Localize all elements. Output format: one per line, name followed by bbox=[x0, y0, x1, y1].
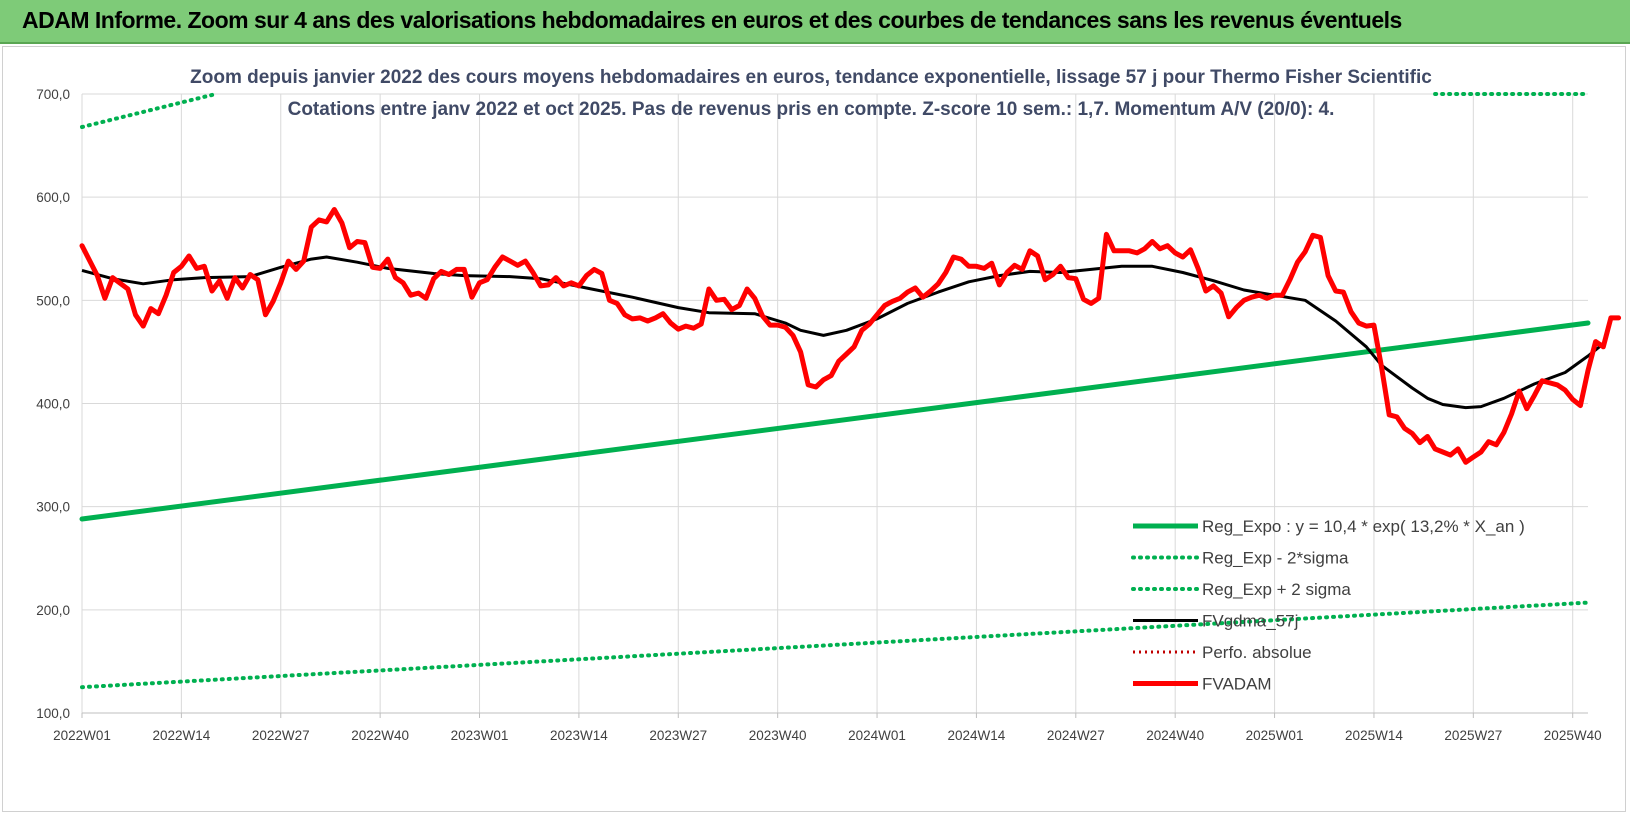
series-reg-expo bbox=[79, 320, 1591, 522]
legend-label: FVADAM bbox=[1202, 675, 1272, 694]
chart-grid bbox=[81, 93, 1588, 718]
x-tick-label: 2023W01 bbox=[451, 728, 509, 743]
x-tick-label: 2023W14 bbox=[550, 728, 608, 743]
x-tick-label: 2022W14 bbox=[152, 728, 210, 743]
series-reg-exp-plus-2sigma bbox=[80, 92, 218, 129]
legend-label: Reg_Exp + 2 sigma bbox=[1202, 580, 1351, 599]
y-axis-ticks: 100,0 200,0 300,0 400,0 500,0 600,0 700,0 bbox=[36, 87, 70, 721]
legend-label: FVgdma_57j bbox=[1202, 612, 1298, 631]
chart-svg: Zoom depuis janvier 2022 des cours moyen… bbox=[36, 67, 1622, 743]
x-tick-label: 2023W27 bbox=[649, 728, 707, 743]
x-tick-label: 2022W27 bbox=[252, 728, 310, 743]
chart-frame: Zoom depuis janvier 2022 des cours moyen… bbox=[2, 46, 1626, 812]
series-fvadam bbox=[79, 207, 1622, 465]
legend-label: Reg_Exp - 2*sigma bbox=[1202, 549, 1349, 568]
y-tick-label: 300,0 bbox=[36, 500, 70, 515]
y-tick-label: 100,0 bbox=[36, 706, 70, 721]
x-tick-label: 2022W40 bbox=[351, 728, 409, 743]
chart-legend: Reg_Expo : y = 10,4 * exp( 13,2% * X_an … bbox=[1131, 517, 1525, 694]
y-tick-label: 700,0 bbox=[36, 87, 70, 102]
x-tick-label: 2022W01 bbox=[53, 728, 111, 743]
y-tick-label: 500,0 bbox=[36, 293, 70, 308]
x-tick-label: 2025W40 bbox=[1544, 728, 1602, 743]
x-tick-label: 2024W14 bbox=[948, 728, 1006, 743]
y-tick-label: 200,0 bbox=[36, 603, 70, 618]
y-tick-label: 400,0 bbox=[36, 397, 70, 412]
x-tick-label: 2025W27 bbox=[1444, 728, 1502, 743]
chart-title-line2: Cotations entre janv 2022 et oct 2025. P… bbox=[288, 99, 1335, 120]
report-banner: ADAM Informe. Zoom sur 4 ans des valoris… bbox=[0, 0, 1630, 44]
x-tick-label: 2025W01 bbox=[1246, 728, 1304, 743]
x-tick-label: 2024W01 bbox=[848, 728, 906, 743]
x-tick-label: 2025W14 bbox=[1345, 728, 1403, 743]
legend-label: Reg_Expo : y = 10,4 * exp( 13,2% * X_an … bbox=[1202, 517, 1525, 536]
chart-title-line1: Zoom depuis janvier 2022 des cours moyen… bbox=[190, 67, 1432, 88]
x-axis-ticks: 2022W01 2022W14 2022W27 2022W40 2023W01 2023W… bbox=[53, 728, 1602, 743]
y-tick-label: 600,0 bbox=[36, 190, 70, 205]
x-tick-label: 2023W40 bbox=[749, 728, 807, 743]
series-reg-exp-minus-2sigma bbox=[80, 600, 1590, 690]
report-title: ADAM Informe. Zoom sur 4 ans des valoris… bbox=[22, 7, 1402, 33]
x-tick-label: 2024W40 bbox=[1146, 728, 1204, 743]
legend-label: Perfo. absolue bbox=[1202, 643, 1312, 662]
chart-series bbox=[79, 92, 1622, 690]
x-tick-label: 2024W27 bbox=[1047, 728, 1105, 743]
